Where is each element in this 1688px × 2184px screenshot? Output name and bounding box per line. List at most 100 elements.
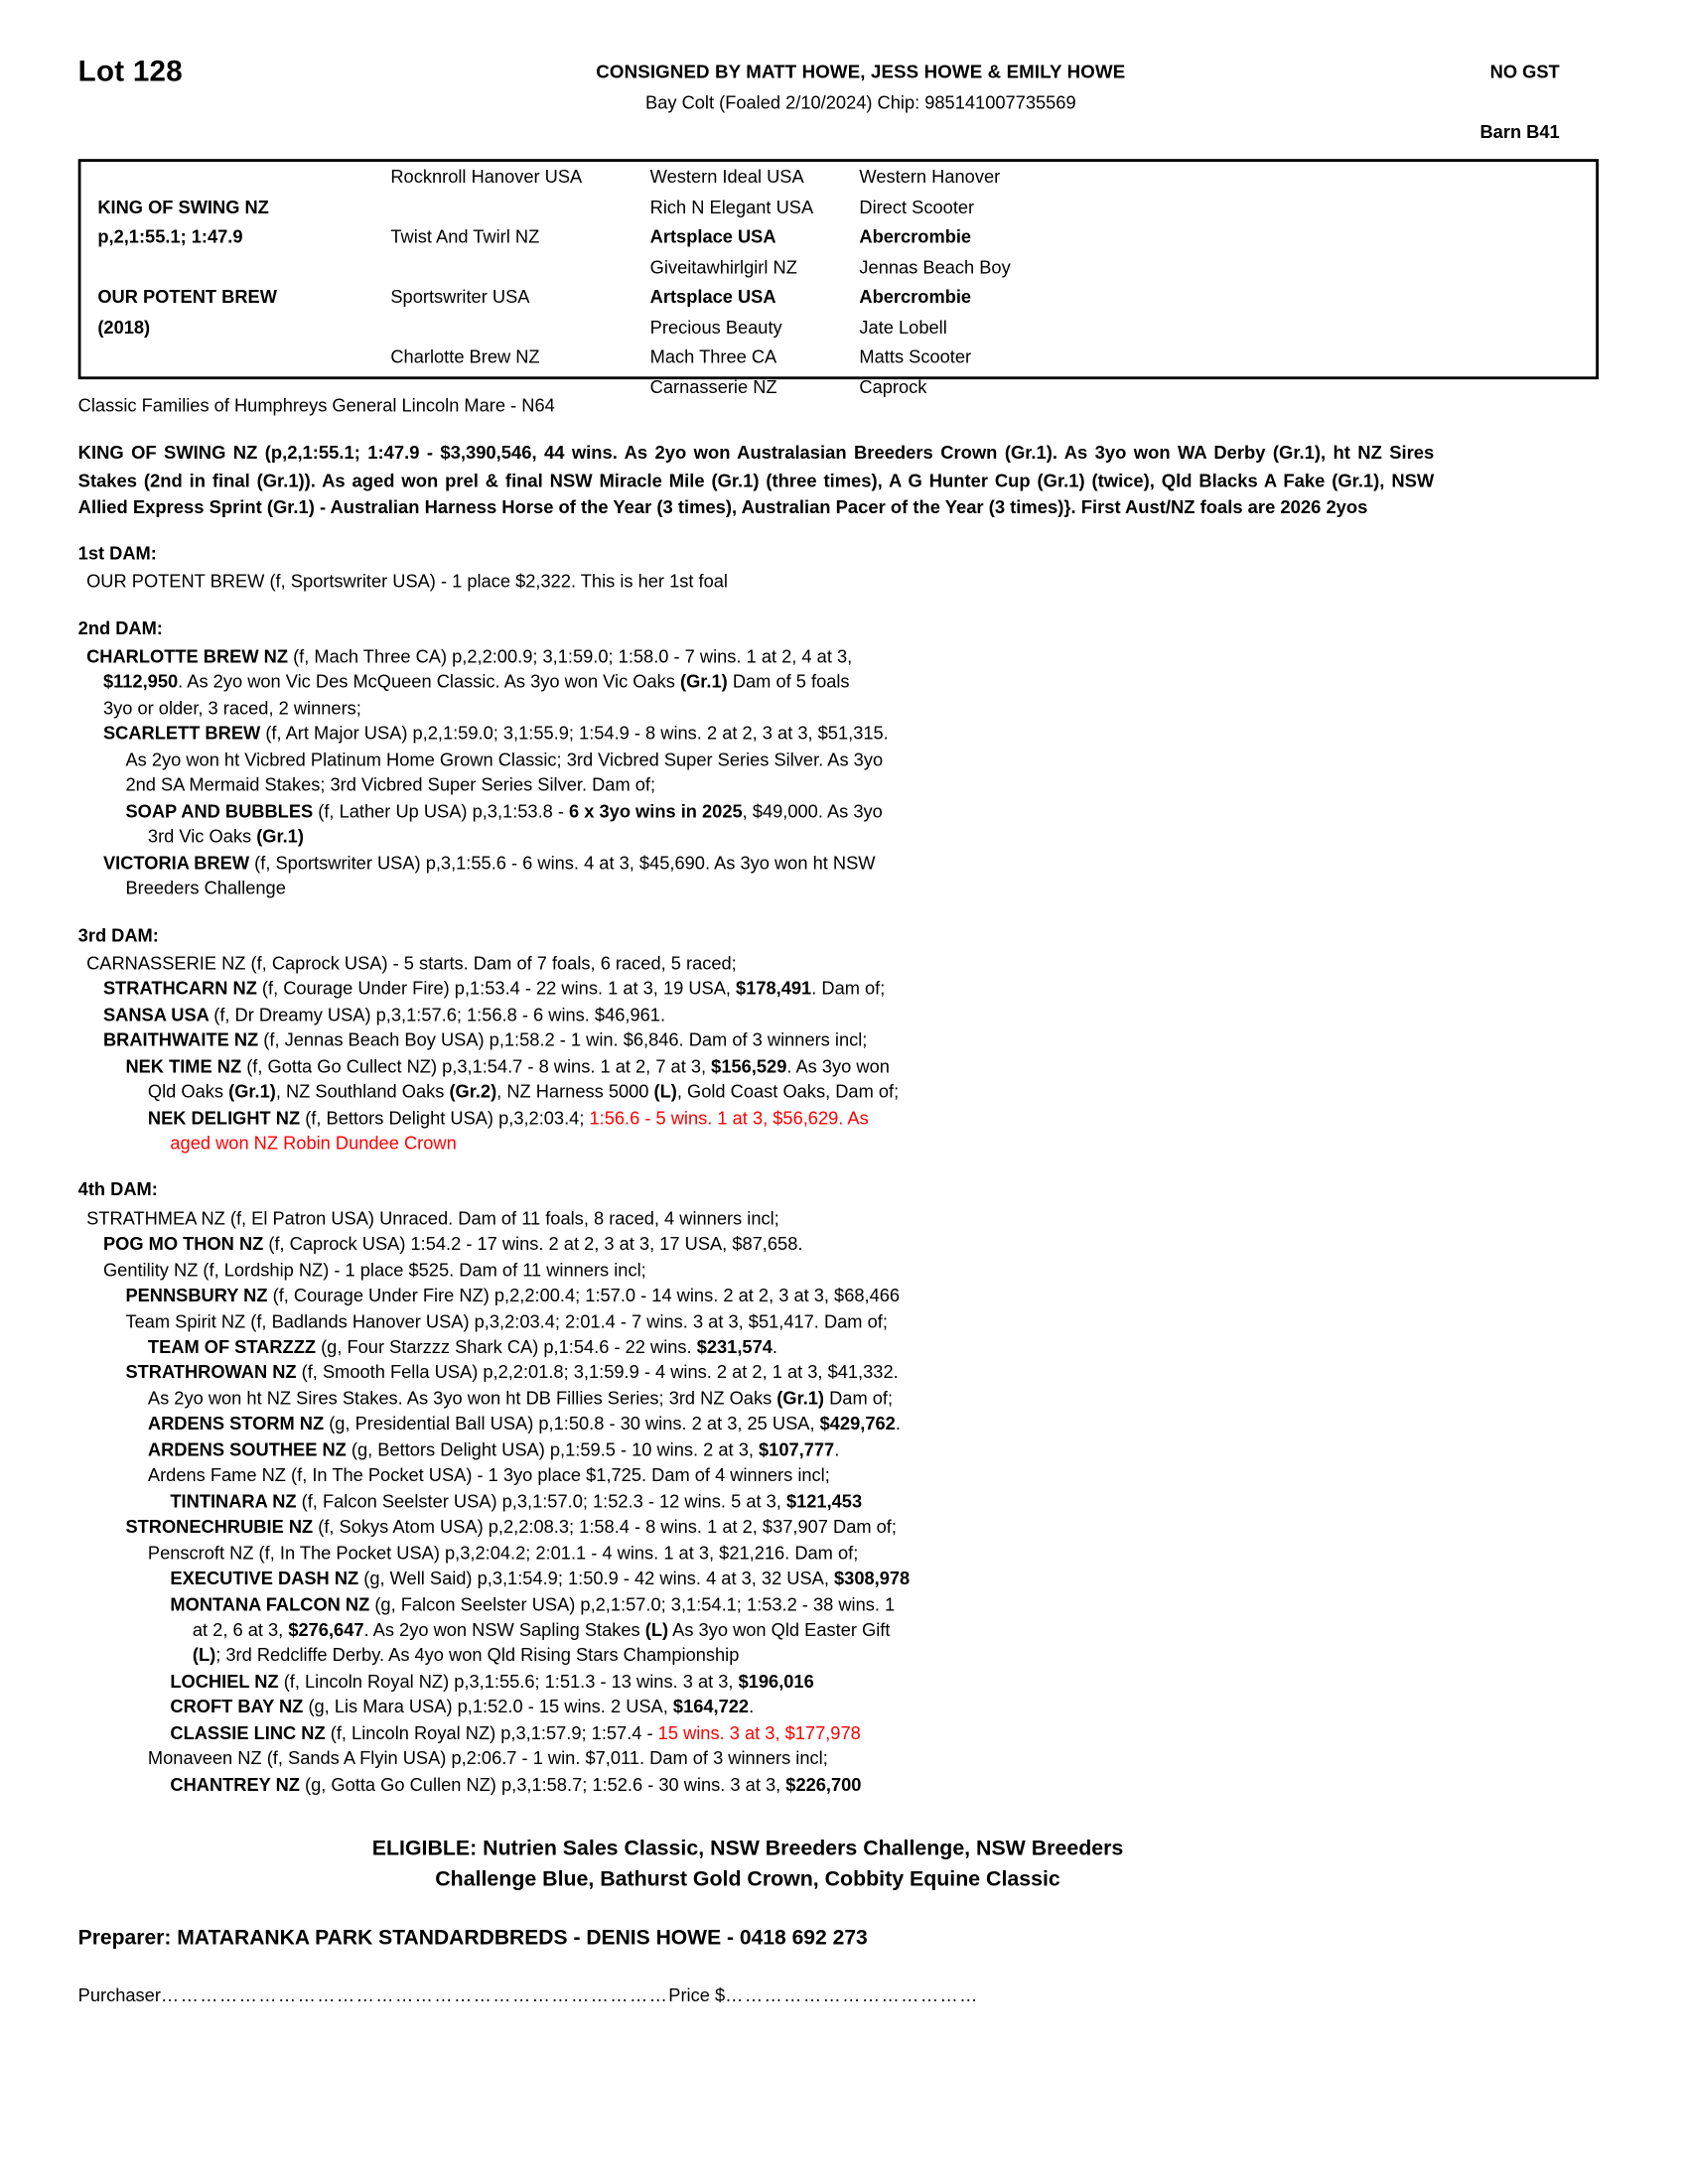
pedigree-col-gen3: Western Ideal USA Rich N Elegant USA Artsp… [649, 162, 860, 397]
price-dotted-fill[interactable]: ………………………………… [725, 1984, 979, 2006]
pedigree-text-line: $112,950. As 2yo won Vic Des McQueen Cla… [78, 670, 1471, 696]
text-segment: (f, Jennas Beach Boy USA) p,1:58.2 - 1 w… [263, 1029, 868, 1051]
text-segment: , NZ Harness 5000 [496, 1080, 654, 1102]
text-segment: (f, Lincoln Royal NZ) p,3,1:55.6; 1:51.3… [283, 1670, 739, 1692]
text-segment: (L) [192, 1644, 216, 1667]
text-segment: (f, Sokys Atom USA) p,2,2:08.3; 1:58.4 -… [318, 1516, 897, 1538]
text-segment: (f, Falcon Seelster USA) p,3,1:57.0; 1:5… [301, 1490, 786, 1512]
pedigree-gen4-entry: Matts Scooter [859, 345, 972, 367]
pedigree-text-line: OUR POTENT BREW (f, Sportswriter USA) - … [78, 570, 1454, 596]
pedigree-gen3-entry: Rich N Elegant USA [649, 196, 814, 217]
pedigree-text-line: Gentility NZ (f, Lordship NZ) - 1 place … [78, 1258, 1471, 1284]
dam-sections: 1st DAM: OUR POTENT BREW (f, Sportswriter… [67, 541, 1620, 1798]
text-segment: TINTINARA NZ [170, 1490, 302, 1512]
pedigree-gen3-entry: Giveitawhirlgirl NZ [649, 255, 797, 277]
pedigree-text-line: TEAM OF STARZZZ (g, Four Starzzz Shark C… [78, 1334, 1515, 1360]
dam-dam: Charlotte Brew NZ [390, 345, 540, 367]
text-segment: OUR POTENT BREW [86, 570, 270, 593]
text-segment: . Dam of; [811, 978, 886, 1000]
text-segment: $226,700 [785, 1773, 862, 1795]
pedigree-text-line: (L); 3rd Redcliffe Derby. As 4yo won Qld… [78, 1644, 1560, 1670]
dam-sire: Sportswriter USA [390, 286, 530, 308]
pedigree-text-line: ARDENS STORM NZ (g, Presidential Ball US… [78, 1412, 1515, 1437]
sire-name: KING OF SWING NZ [97, 196, 269, 217]
pedigree-text-line: BRAITHWAITE NZ (f, Jennas Beach Boy USA)… [78, 1028, 1471, 1054]
eligible-line-1: ELIGIBLE: Nutrien Sales Classic, NSW Bre… [371, 1837, 1124, 1861]
text-segment: 2nd SA Mermaid Stakes; 3rd Vicbred Super… [125, 774, 656, 796]
pedigree-text-line: 3rd Vic Oaks (Gr.1) [78, 825, 1515, 851]
pedigree-gen4-entry: Western Hanover [859, 166, 1001, 188]
text-segment: NEK DELIGHT NZ [147, 1106, 306, 1128]
pedigree-col-gen2: Rocknroll Hanover USA Twist And Twirl NZ… [390, 162, 649, 376]
text-segment: . As 2yo won NSW Sapling Stakes [363, 1619, 645, 1641]
pedigree-gen3-entry: Artsplace USA [649, 225, 776, 247]
pedigree-text-line: EXECUTIVE DASH NZ (g, Well Said) p,3,1:5… [78, 1567, 1538, 1592]
pedigree-text-line: MONTANA FALCON NZ (g, Falcon Seelster US… [78, 1592, 1538, 1618]
text-segment: . [772, 1335, 777, 1357]
text-segment: (Gr.1) [680, 671, 728, 693]
text-segment: (f, Sportswriter USA) - 1 place $2,322. … [269, 570, 728, 593]
text-segment: Dam of; [824, 1387, 894, 1409]
dam-heading: 4th DAM: [77, 1178, 158, 1200]
text-segment: SOAP AND BUBBLES [125, 800, 319, 822]
text-segment: aged won NZ Robin Dundee Crown [170, 1132, 457, 1154]
text-segment: (f, Art Major USA) p,2,1:59.0; 3,1:55.9;… [265, 723, 889, 745]
purchaser-dotted-fill[interactable]: …………………………………………………………………… [160, 1984, 669, 2006]
text-segment: MONTANA FALCON NZ [170, 1593, 375, 1615]
sire-dam: Twist And Twirl NZ [390, 225, 540, 247]
pedigree-text-line: TINTINARA NZ (f, Falcon Seelster USA) p,… [78, 1489, 1538, 1515]
pedigree-text-line: As 2yo won ht NZ Sires Stakes. As 3yo wo… [78, 1386, 1515, 1412]
barn-label: Barn B41 [1479, 121, 1560, 143]
text-segment: (g, Lis Mara USA) p,1:52.0 - 15 wins. 2 … [308, 1696, 673, 1717]
text-segment: Qld Oaks [147, 1080, 229, 1102]
text-segment: (f, Caprock USA) 1:54.2 - 17 wins. 2 at … [268, 1233, 803, 1255]
text-segment: (g, Gotta Go Cullen NZ) p,3,1:58.7; 1:52… [305, 1773, 786, 1795]
pedigree-text-line: aged won NZ Robin Dundee Crown [78, 1131, 1538, 1157]
text-segment: SANSA USA [102, 1004, 214, 1025]
pedigree-text-line: VICTORIA BREW (f, Sportswriter USA) p,3,… [78, 850, 1471, 876]
pedigree-gen4-entry: Caprock [859, 375, 927, 397]
text-segment: BRAITHWAITE NZ [102, 1029, 264, 1051]
text-segment: , NZ Southland Oaks [275, 1080, 450, 1102]
pedigree-gen3-entry: Western Ideal USA [649, 166, 804, 188]
text-segment: (g, Four Starzzz Shark CA) p,1:54.6 - 22… [321, 1335, 697, 1357]
text-segment: , $49,000. As 3yo [742, 800, 883, 822]
text-segment: . As 2yo won Vic Des McQueen Classic. As… [178, 671, 681, 693]
text-segment: As 2yo won ht NZ Sires Stakes. As 3yo wo… [147, 1387, 777, 1409]
text-segment: Penscroft NZ (f, In The Pocket USA) p,3,… [147, 1542, 859, 1564]
text-segment: (Gr.1) [776, 1387, 825, 1409]
pedigree-text-line: POG MO THON NZ (f, Caprock USA) 1:54.2 -… [78, 1232, 1471, 1258]
pedigree-text-line: CLASSIE LINC NZ (f, Lincoln Royal NZ) p,… [78, 1720, 1538, 1746]
pedigree-text-line: SCARLETT BREW (f, Art Major USA) p,2,1:5… [78, 722, 1471, 748]
consignor-line: CONSIGNED BY MATT HOWE, JESS HOWE & EMIL… [596, 61, 1126, 82]
pedigree-text-line: Qld Oaks (Gr.1), NZ Southland Oaks (Gr.2… [78, 1080, 1515, 1106]
pedigree-text-line: 3yo or older, 3 raced, 2 winners; [78, 696, 1471, 722]
text-segment: PENNSBURY NZ [125, 1285, 273, 1306]
text-segment: Dam of 5 foals [727, 671, 850, 693]
text-segment: $196,016 [738, 1670, 814, 1692]
pedigree-col-gen4: Western Hanover Direct Scooter Abercrombie… [859, 162, 1096, 397]
text-segment: $276,647 [288, 1619, 364, 1641]
text-segment: (L) [653, 1080, 677, 1102]
text-segment: As 2yo won ht Vicbred Platinum Home Grow… [125, 749, 884, 770]
pedigree-text-line: Team Spirit NZ (f, Badlands Hanover USA)… [78, 1309, 1493, 1335]
text-segment: $164,722 [672, 1696, 750, 1717]
text-segment: Team Spirit NZ (f, Badlands Hanover USA)… [125, 1309, 888, 1332]
eligible-line-2: Challenge Blue, Bathurst Gold Crown, Cob… [435, 1866, 1060, 1891]
text-segment: As 3yo won Qld Easter Gift [668, 1619, 891, 1641]
pedigree-text-line: LOCHIEL NZ (f, Lincoln Royal NZ) p,3,1:5… [78, 1669, 1538, 1695]
text-segment: 3yo or older, 3 raced, 2 winners; [102, 697, 361, 719]
text-segment: $178,491 [736, 978, 812, 1000]
text-segment: , Gold Coast Oaks, Dam of; [676, 1080, 900, 1102]
pedigree-gen4-entry: Jennas Beach Boy [859, 255, 1011, 277]
text-segment: . [834, 1438, 840, 1460]
pedigree-gen4-entry: Direct Scooter [859, 196, 975, 217]
text-segment: (g, Bettors Delight USA) p,1:59.5 - 10 w… [351, 1438, 760, 1460]
text-segment: (f, Courage Under Fire) p,1:53.4 - 22 wi… [261, 978, 737, 1000]
lot-number: Lot 128 [77, 56, 183, 88]
pedigree-col-subject: KING OF SWING NZ p,2,1:55.1; 1:47.9 OUR … [97, 162, 390, 376]
pedigree-text-line: STRATHROWAN NZ (f, Smooth Fella USA) p,2… [78, 1360, 1493, 1386]
pedigree-gen3-entry: Artsplace USA [649, 286, 776, 308]
pedigree-text-line: SANSA USA (f, Dr Dreamy USA) p,3,1:57.6;… [78, 1003, 1471, 1028]
dam-heading: 2nd DAM: [77, 616, 163, 639]
